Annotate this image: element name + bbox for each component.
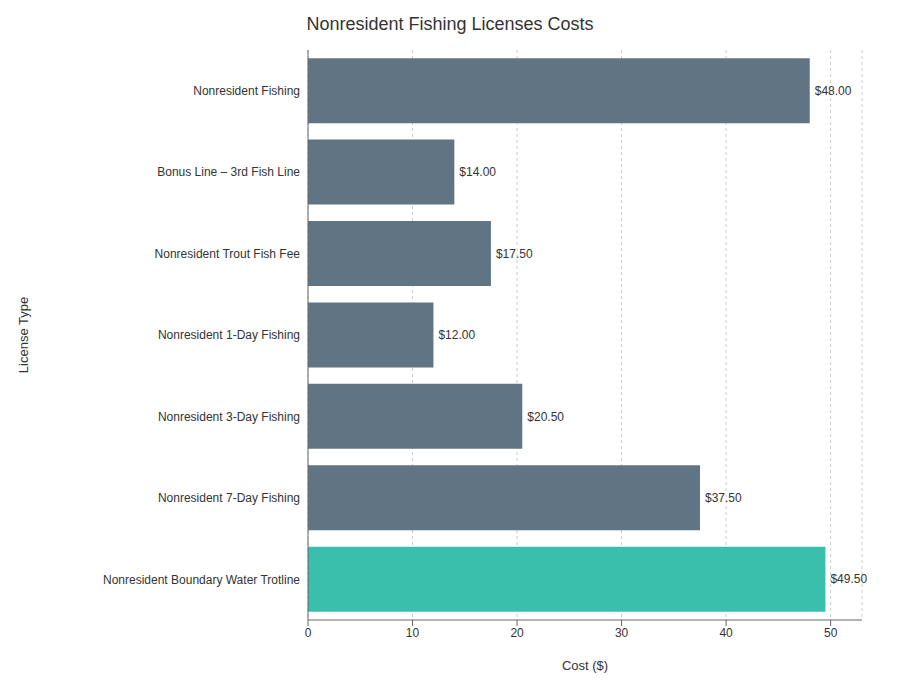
svg-text:10: 10 <box>406 626 420 640</box>
svg-text:Nonresident 1-Day Fishing: Nonresident 1-Day Fishing <box>158 328 300 342</box>
svg-text:$12.00: $12.00 <box>438 328 475 342</box>
svg-text:$14.00: $14.00 <box>459 165 496 179</box>
svg-text:$49.50: $49.50 <box>830 572 867 586</box>
svg-text:$17.50: $17.50 <box>496 247 533 261</box>
svg-text:$37.50: $37.50 <box>705 491 742 505</box>
svg-text:20: 20 <box>510 626 524 640</box>
svg-text:Nonresident Fishing: Nonresident Fishing <box>193 84 300 98</box>
svg-text:30: 30 <box>615 626 629 640</box>
svg-text:40: 40 <box>719 626 733 640</box>
svg-text:$20.50: $20.50 <box>527 410 564 424</box>
svg-text:Nonresident Boundary Water Tro: Nonresident Boundary Water Trotline <box>103 573 300 587</box>
svg-text:Bonus Line – 3rd Fish Line: Bonus Line – 3rd Fish Line <box>157 165 300 179</box>
svg-text:$48.00: $48.00 <box>815 84 852 98</box>
svg-text:Cost ($): Cost ($) <box>562 658 608 673</box>
svg-text:Nonresident 3-Day Fishing: Nonresident 3-Day Fishing <box>158 410 300 424</box>
svg-text:Nonresident Trout Fish Fee: Nonresident Trout Fish Fee <box>155 247 301 261</box>
svg-text:License Type: License Type <box>16 297 31 373</box>
svg-text:Nonresident 7-Day Fishing: Nonresident 7-Day Fishing <box>158 491 300 505</box>
svg-text:0: 0 <box>305 626 312 640</box>
html-text:Nonresident Fishing Licenses C: Nonresident Fishing Licenses Costs <box>306 14 594 34</box>
svg-text:50: 50 <box>824 626 838 640</box>
